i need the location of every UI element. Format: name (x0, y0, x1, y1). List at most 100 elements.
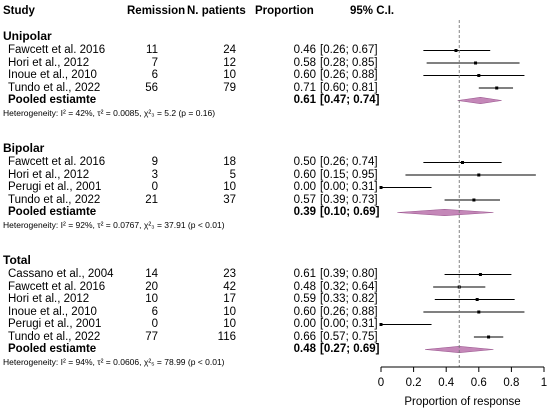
patient-count: 24 (223, 44, 236, 56)
point-estimate (475, 298, 479, 301)
ci-value: [0.32; 0.64] (320, 280, 378, 293)
proportion-value: 0.61 (293, 268, 316, 280)
proportion-value: 0.57 (293, 193, 316, 206)
patient-count: 10 (223, 69, 236, 81)
header-ci: 95% C.I. (350, 5, 395, 17)
study-name: Fawcett et al. 2016 (8, 280, 106, 293)
remission-count: 0 (151, 181, 158, 193)
ci-value: [0.39; 0.80] (320, 268, 378, 280)
proportion-value: 0.58 (293, 56, 316, 69)
patient-count: 23 (223, 268, 236, 280)
point-estimate (474, 61, 478, 65)
point-estimate (477, 74, 481, 77)
pooled-ci: [0.10; 0.69] (320, 206, 380, 218)
proportion-value: 0.48 (293, 280, 316, 293)
remission-count: 11 (146, 44, 158, 56)
point-estimate (472, 198, 476, 202)
study-name: Tundo et al., 2022 (8, 193, 101, 206)
study-name: Inoue et al., 2010 (8, 305, 97, 318)
proportion-value: 0.46 (293, 44, 316, 56)
study-name: Hori et al., 2012 (8, 56, 90, 69)
point-estimate (477, 173, 481, 177)
remission-count: 20 (145, 280, 158, 293)
group-label: Unipolar (3, 29, 52, 43)
patient-count: 10 (223, 318, 236, 330)
group-label: Total (3, 253, 31, 267)
proportion-value: 0.50 (293, 156, 316, 168)
pooled-label: Pooled estiamte (8, 206, 97, 218)
patient-count: 79 (223, 81, 236, 94)
x-tick-label: 0.6 (471, 377, 487, 389)
patient-count: 42 (223, 280, 236, 293)
patient-count: 37 (223, 193, 236, 206)
pooled-diamond (424, 345, 494, 354)
point-estimate (461, 161, 464, 164)
proportion-value: 0.71 (293, 81, 316, 94)
pooled-diamond (457, 96, 502, 105)
ci-value: [0.26; 0.67] (320, 44, 378, 56)
pooled-proportion: 0.39 (293, 206, 316, 218)
x-tick-label: 1 (541, 377, 547, 389)
ci-value: [0.57; 0.75] (320, 330, 378, 343)
remission-count: 77 (145, 330, 158, 343)
ci-value: [0.33; 0.82] (320, 293, 378, 305)
proportion-value: 0.60 (293, 168, 316, 181)
study-name: Perugi et al., 2001 (8, 181, 102, 193)
patient-count: 10 (223, 305, 236, 318)
point-estimate (454, 49, 458, 52)
ci-value: [0.39; 0.73] (320, 193, 378, 206)
pooled-proportion: 0.48 (293, 343, 316, 355)
ci-value: [0.15; 0.95] (320, 168, 378, 181)
patient-count: 12 (223, 56, 236, 69)
proportion-value: 0.00 (293, 318, 316, 330)
patient-count: 18 (223, 156, 236, 168)
pooled-proportion: 0.61 (293, 94, 316, 106)
ci-value: [0.00; 0.31] (320, 181, 378, 193)
pooled-label: Pooled estiamte (8, 343, 97, 355)
point-estimate (379, 186, 383, 189)
proportion-value: 0.00 (293, 181, 316, 193)
remission-count: 6 (151, 305, 158, 318)
remission-count: 10 (145, 293, 158, 305)
remission-count: 14 (145, 268, 158, 280)
header-patients: N. patients (187, 5, 246, 17)
remission-count: 7 (151, 56, 158, 69)
study-name: Inoue et al., 2010 (8, 69, 97, 81)
proportion-value: 0.60 (293, 305, 316, 318)
point-estimate (478, 273, 482, 276)
ci-value: [0.00; 0.31] (320, 318, 378, 330)
proportion-value: 0.66 (293, 330, 316, 343)
ci-value: [0.60; 0.81] (320, 81, 378, 94)
remission-count: 0 (151, 318, 158, 330)
remission-count: 6 (151, 69, 158, 81)
remission-count: 56 (145, 81, 158, 94)
header-proportion: Proportion (255, 5, 314, 17)
patient-count: 5 (229, 168, 236, 181)
header-study: Study (3, 5, 35, 17)
remission-count: 21 (145, 193, 158, 206)
remission-count: 9 (151, 156, 158, 168)
x-tick-label: 0 (378, 377, 384, 389)
study-name: Tundo et al., 2022 (8, 81, 101, 94)
study-name: Cassano et al., 2004 (8, 268, 114, 280)
proportion-value: 0.59 (293, 293, 316, 305)
proportion-value: 0.60 (293, 69, 316, 81)
group-label: Bipolar (3, 141, 45, 155)
study-name: Tundo et al., 2022 (8, 330, 101, 343)
point-estimate (487, 335, 491, 339)
study-name: Fawcett et al. 2016 (8, 156, 106, 168)
point-estimate (495, 86, 499, 90)
x-tick-label: 0.8 (503, 377, 519, 389)
study-name: Fawcett et al. 2016 (8, 44, 106, 56)
patient-count: 116 (217, 330, 236, 343)
heterogeneity-text: Heterogeneity: I² = 94%, τ² = 0.0606, χ²… (3, 357, 225, 367)
study-name: Hori et al., 2012 (8, 168, 90, 181)
ci-value: [0.26; 0.88] (320, 69, 378, 81)
patient-count: 17 (223, 293, 236, 305)
study-name: Hori et al., 2012 (8, 293, 90, 305)
remission-count: 3 (151, 168, 158, 181)
point-estimate (379, 323, 383, 326)
pooled-label: Pooled estiamte (8, 94, 97, 106)
x-tick-label: 0.2 (406, 377, 422, 389)
